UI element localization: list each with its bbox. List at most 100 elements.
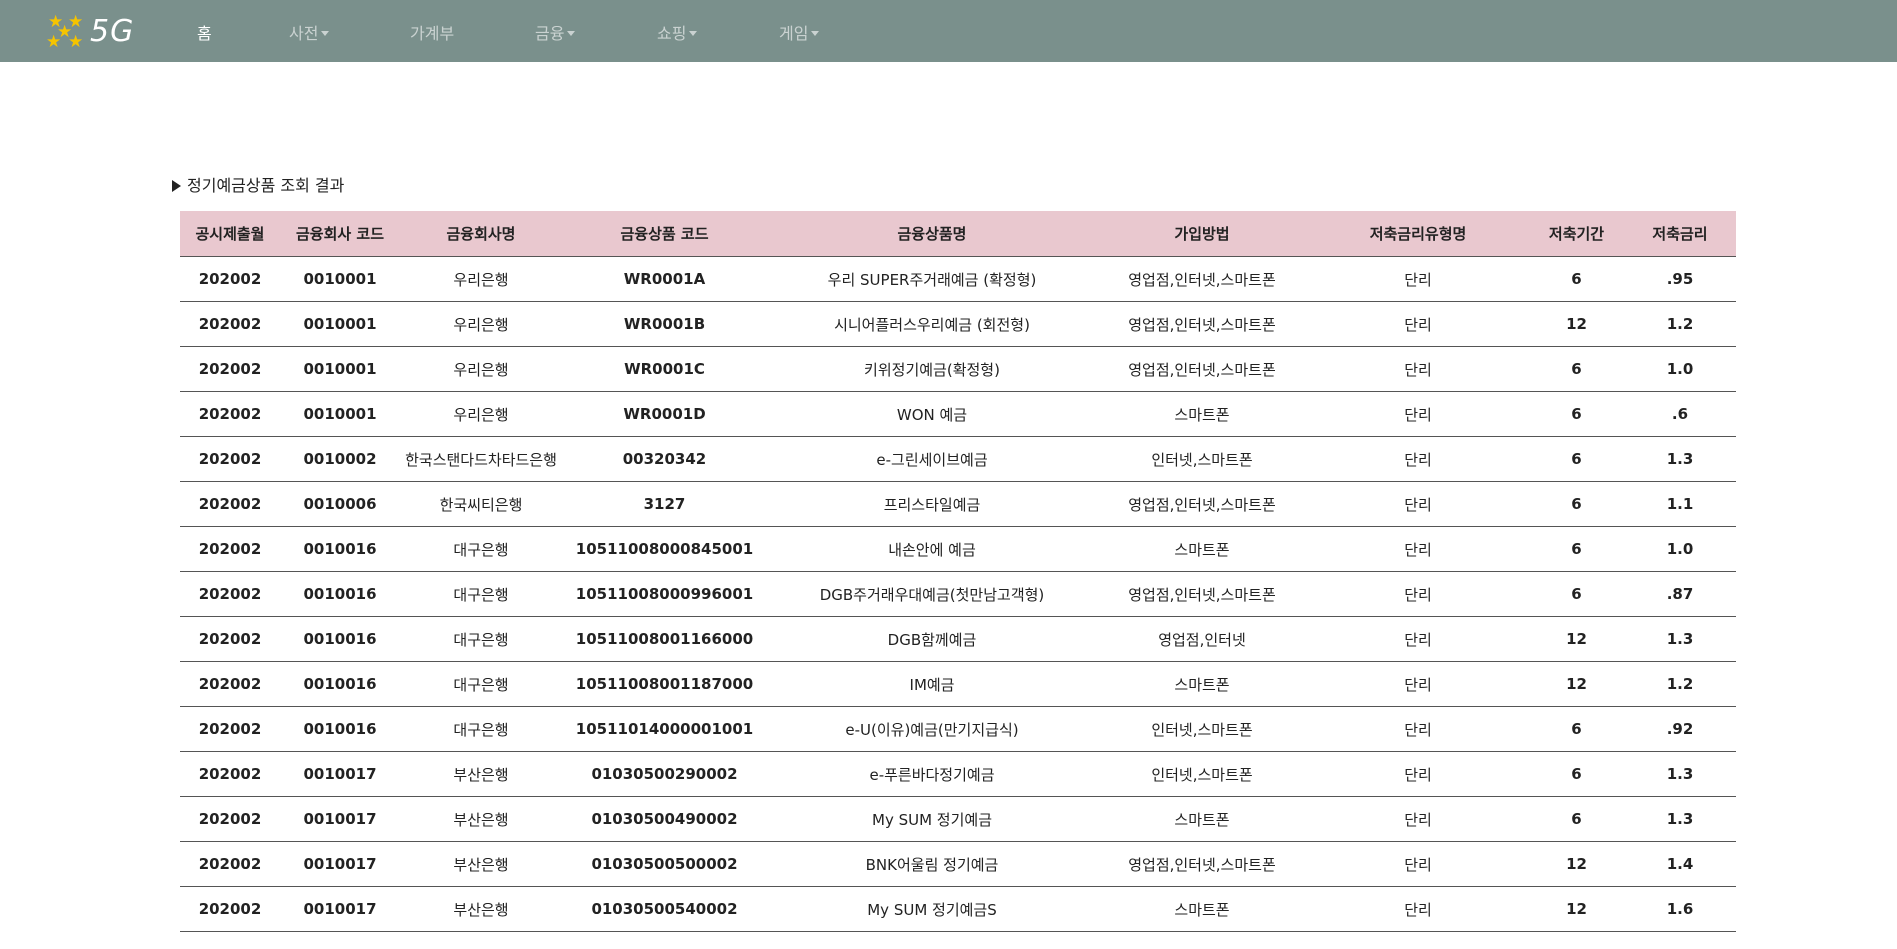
cell-company-name: 대구은행: [400, 616, 562, 662]
caret-down-icon: [811, 31, 820, 36]
table-row: 202002 0010001 우리은행 WR0001B 시니어플러스우리예금 (회전형)…: [180, 301, 1736, 347]
cell-saving-term: 12: [1529, 661, 1624, 707]
nav-dictionary-label: 사전: [289, 24, 319, 43]
cell-company-name: 부산은행: [400, 841, 562, 887]
cell-company-name: 부산은행: [400, 751, 562, 797]
cell-disclosure-month: 202002: [180, 751, 280, 797]
cell-product-name: My SUM 정기예금S: [767, 886, 1097, 932]
cell-interest-type: 단리: [1307, 346, 1529, 392]
table-row: 202002 0010001 우리은행 WR0001C 키위정기예금(확정형) 영업점,인…: [180, 346, 1736, 392]
brand-name: 5G: [90, 13, 135, 49]
cell-product-code: 10511008001187000: [562, 661, 767, 707]
cell-product-name: BNK어울림 정기예금: [767, 841, 1097, 887]
header-company-name: 금융회사명: [400, 211, 562, 257]
cell-saving-term: 6: [1529, 571, 1624, 617]
nav-dictionary[interactable]: 사전: [289, 20, 330, 44]
header-company-code: 금융회사 코드: [280, 211, 400, 257]
cell-saving-term: 6: [1529, 391, 1624, 437]
cell-product-name: My SUM 정기예금: [767, 796, 1097, 842]
cell-product-name: 우리 SUPER주거래예금 (확정형): [767, 256, 1097, 302]
cell-interest-type: 단리: [1307, 391, 1529, 437]
nav-finance-label: 금융: [535, 24, 565, 43]
cell-company-code: 0010016: [280, 571, 400, 617]
table-row: 202002 0010002 한국스탠다드차타드은행 00320342 e-그린세이브예…: [180, 436, 1736, 482]
cell-interest-type: 단리: [1307, 661, 1529, 707]
cell-disclosure-month: 202002: [180, 346, 280, 392]
cell-interest-type: 단리: [1307, 616, 1529, 662]
cell-join-method: 영업점,인터넷,스마트폰: [1097, 571, 1307, 617]
cell-interest-rate: 1.2: [1624, 301, 1736, 347]
cell-product-code: 01030500290002: [562, 751, 767, 797]
cell-company-code: 0010006: [280, 481, 400, 527]
cell-company-name: 우리은행: [400, 346, 562, 392]
cell-join-method: 스마트폰: [1097, 796, 1307, 842]
cell-interest-type: 단리: [1307, 841, 1529, 887]
nav-shopping[interactable]: 쇼핑: [657, 20, 698, 44]
cell-product-code: 3127: [562, 481, 767, 527]
cell-company-name: 한국씨티은행: [400, 481, 562, 527]
cell-saving-term: 6: [1529, 346, 1624, 392]
cell-join-method: 영업점,인터넷,스마트폰: [1097, 841, 1307, 887]
cell-product-code: 01030500500002: [562, 841, 767, 887]
cell-product-name: e-그린세이브예금: [767, 436, 1097, 482]
cell-product-name: 시니어플러스우리예금 (회전형): [767, 301, 1097, 347]
header-saving-term: 저축기간: [1529, 211, 1624, 257]
table-row: 202002 0010016 대구은행 10511008001166000 DGB함께예…: [180, 616, 1736, 662]
cell-company-name: 대구은행: [400, 706, 562, 752]
cell-interest-type: 단리: [1307, 751, 1529, 797]
cell-interest-rate: 1.3: [1624, 436, 1736, 482]
header-product-code: 금융상품 코드: [562, 211, 767, 257]
cell-company-name: 우리은행: [400, 256, 562, 302]
top-navbar: ★ ★ ★ ★ ★ 5G 홈 사전 가계부 금융 쇼핑 게임: [0, 0, 1897, 62]
cell-company-code: 0010016: [280, 526, 400, 572]
cell-company-code: 0010001: [280, 301, 400, 347]
header-interest-type: 저축금리유형명: [1307, 211, 1529, 257]
cell-product-name: DGB함께예금: [767, 616, 1097, 662]
cell-company-name: 우리은행: [400, 391, 562, 437]
nav-home[interactable]: 홈: [197, 20, 212, 44]
nav-game[interactable]: 게임: [779, 20, 820, 44]
cell-company-code: 0010002: [280, 436, 400, 482]
cell-company-code: 0010016: [280, 616, 400, 662]
cell-disclosure-month: 202002: [180, 301, 280, 347]
cell-interest-type: 단리: [1307, 706, 1529, 752]
cell-interest-type: 단리: [1307, 256, 1529, 302]
cell-product-code: 01030500540002: [562, 886, 767, 932]
cell-interest-type: 단리: [1307, 481, 1529, 527]
cell-interest-rate: .87: [1624, 571, 1736, 617]
cell-product-code: WR0001C: [562, 346, 767, 392]
cell-product-name: 프리스타일예금: [767, 481, 1097, 527]
cell-company-code: 0010001: [280, 256, 400, 302]
cell-join-method: 영업점,인터넷,스마트폰: [1097, 256, 1307, 302]
header-product-name: 금융상품명: [767, 211, 1097, 257]
nav-household-ledger[interactable]: 가계부: [410, 20, 454, 44]
cell-company-code: 0010017: [280, 751, 400, 797]
brand-logo[interactable]: ★ ★ ★ ★ ★ 5G: [46, 8, 134, 54]
table-header-row: 공시제출월 금융회사 코드 금융회사명 금융상품 코드 금융상품명 가입방법 저…: [180, 211, 1736, 257]
cell-product-code: 00320342: [562, 436, 767, 482]
table-row: 202002 0010016 대구은행 10511014000001001 e-U(이유…: [180, 706, 1736, 752]
cell-interest-type: 단리: [1307, 886, 1529, 932]
cell-company-code: 0010017: [280, 886, 400, 932]
cell-disclosure-month: 202002: [180, 256, 280, 302]
cell-saving-term: 6: [1529, 481, 1624, 527]
cell-disclosure-month: 202002: [180, 436, 280, 482]
cell-saving-term: 6: [1529, 706, 1624, 752]
table-row: 202002 0010017 부산은행 01030500500002 BNK어울림 정기…: [180, 841, 1736, 887]
cell-join-method: 인터넷,스마트폰: [1097, 436, 1307, 482]
cell-interest-rate: 1.2: [1624, 661, 1736, 707]
cell-join-method: 영업점,인터넷,스마트폰: [1097, 301, 1307, 347]
cell-company-name: 대구은행: [400, 661, 562, 707]
cell-join-method: 인터넷,스마트폰: [1097, 751, 1307, 797]
cell-product-code: 01030500490002: [562, 796, 767, 842]
table-row: 202002 0010006 한국씨티은행 3127 프리스타일예금 영업점,인터넷,스마…: [180, 481, 1736, 527]
cell-interest-type: 단리: [1307, 796, 1529, 842]
nav-finance[interactable]: 금융: [535, 20, 576, 44]
cell-interest-rate: .92: [1624, 706, 1736, 752]
cell-disclosure-month: 202002: [180, 481, 280, 527]
cell-product-code: WR0001B: [562, 301, 767, 347]
cell-join-method: 스마트폰: [1097, 526, 1307, 572]
cell-interest-rate: 1.0: [1624, 346, 1736, 392]
cell-interest-rate: 1.4: [1624, 841, 1736, 887]
cell-disclosure-month: 202002: [180, 886, 280, 932]
